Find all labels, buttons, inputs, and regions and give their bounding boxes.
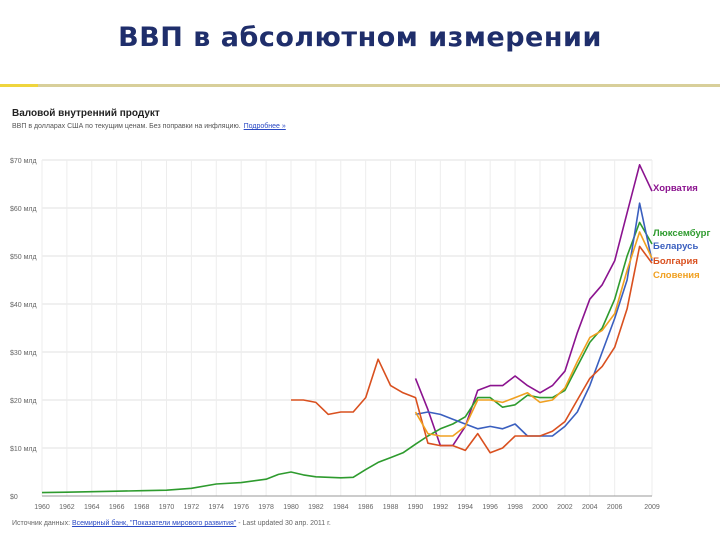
x-tick-label: 1978 — [258, 504, 274, 511]
chart-subtitle: ВВП в долларах США по текущим ценам. Без… — [12, 123, 286, 130]
source-line: Источник данных: Всемирный банк, "Показа… — [12, 520, 331, 527]
more-info-link[interactable]: Подробнее » — [243, 123, 286, 130]
x-tick-label: 1988 — [383, 504, 399, 511]
x-tick-label: 1970 — [159, 504, 175, 511]
legend-entry: Болгария — [653, 256, 698, 267]
series-line — [414, 164, 653, 447]
legend-entry: Люксембург — [653, 228, 710, 239]
x-tick-label: 2000 — [532, 504, 548, 511]
x-tick-label: 1986 — [358, 504, 374, 511]
y-tick-label: $50 млд — [10, 254, 37, 261]
legend: Хорватия Люксембург Беларусь Болгария Словен… — [653, 183, 710, 281]
x-tick-label: 1984 — [333, 504, 349, 511]
x-tick-label: 1968 — [134, 504, 150, 511]
series-line — [414, 231, 653, 437]
chart-title: Валовой внутренний продукт — [12, 108, 160, 119]
x-tick-label: 1992 — [433, 504, 449, 511]
x-tick-label: 1976 — [233, 504, 249, 511]
source-prefix: Источник данных: — [12, 520, 71, 527]
x-tick-label: 1982 — [308, 504, 324, 511]
y-tick-label: $60 млд — [10, 206, 37, 213]
x-tick-label: 1960 — [34, 504, 50, 511]
x-tick-label: 1972 — [184, 504, 200, 511]
x-tick-label: 2002 — [557, 504, 573, 511]
y-tick-label: $10 млд — [10, 446, 37, 453]
x-tick-label: 2004 — [582, 504, 598, 511]
series-lines — [41, 164, 653, 494]
gridlines — [41, 159, 653, 497]
x-tick-label: 1994 — [457, 504, 473, 511]
chart-subtitle-text: ВВП в долларах США по текущим ценам. Без… — [12, 123, 241, 130]
series-line — [415, 202, 653, 437]
x-tick-label: 1964 — [84, 504, 100, 511]
x-tick-label: 2006 — [607, 504, 623, 511]
series-line — [291, 245, 653, 454]
x-tick-label: 1990 — [408, 504, 424, 511]
x-tick-label: 1996 — [482, 504, 498, 511]
x-tick-label: 1998 — [507, 504, 523, 511]
legend-entry: Хорватия — [653, 183, 698, 194]
series-line — [41, 221, 653, 494]
x-tick-label: 2009 — [644, 504, 660, 511]
x-tick-label: 1980 — [283, 504, 299, 511]
x-tick-label: 1962 — [59, 504, 75, 511]
x-tick-label: 1966 — [109, 504, 125, 511]
legend-entry: Словения — [653, 270, 700, 281]
y-tick-label: $40 млд — [10, 302, 37, 309]
y-tick-label: $20 млд — [10, 398, 37, 405]
slide-title: ВВП в абсолютном измерении — [118, 22, 602, 53]
title-divider — [0, 84, 720, 87]
source-link[interactable]: Всемирный банк, "Показатели мирового раз… — [71, 520, 237, 527]
source-updated: - Last updated 30 апр. 2011 г. — [238, 520, 331, 527]
y-tick-label: $0 — [10, 494, 18, 501]
x-tick-label: 1974 — [208, 504, 224, 511]
y-tick-label: $30 млд — [10, 350, 37, 357]
y-tick-label: $70 млд — [10, 158, 37, 165]
axes: $0 $10 млд $20 млд $30 млд $40 млд $50 млд $60… — [10, 158, 660, 511]
legend-entry: Беларусь — [653, 241, 698, 252]
